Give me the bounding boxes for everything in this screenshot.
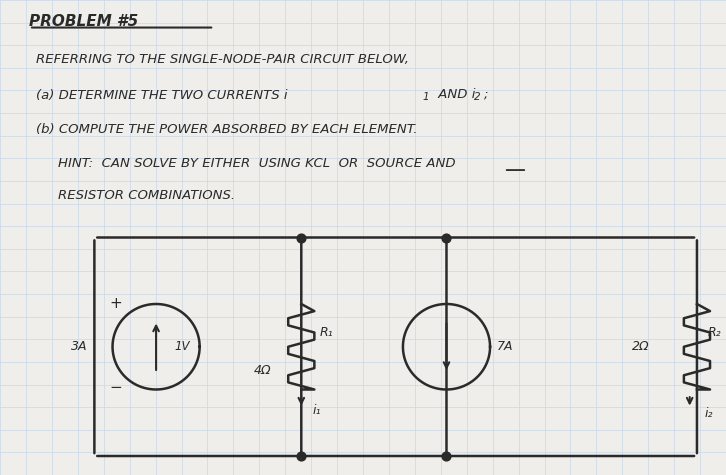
Text: ;: ; bbox=[484, 88, 488, 102]
Point bbox=[295, 234, 307, 241]
Text: 2Ω: 2Ω bbox=[632, 340, 649, 353]
Point bbox=[441, 234, 452, 241]
Text: HINT:  CAN SOLVE BY EITHER  USING KCL  OR  SOURCE AND: HINT: CAN SOLVE BY EITHER USING KCL OR S… bbox=[58, 157, 456, 171]
Text: REFERRING TO THE SINGLE-NODE-PAIR CIRCUIT BELOW,: REFERRING TO THE SINGLE-NODE-PAIR CIRCUI… bbox=[36, 53, 409, 66]
Text: i₁: i₁ bbox=[312, 404, 321, 418]
Text: 4Ω: 4Ω bbox=[254, 364, 272, 377]
Text: 2: 2 bbox=[474, 92, 481, 103]
Text: 1: 1 bbox=[423, 92, 429, 103]
Text: R₂: R₂ bbox=[708, 326, 722, 339]
Text: 7A: 7A bbox=[497, 340, 514, 353]
Text: 1V: 1V bbox=[174, 340, 189, 353]
Text: −: − bbox=[110, 380, 123, 395]
Point bbox=[441, 452, 452, 460]
Text: AND i: AND i bbox=[434, 88, 476, 102]
Text: (b) COMPUTE THE POWER ABSORBED BY EACH ELEMENT.: (b) COMPUTE THE POWER ABSORBED BY EACH E… bbox=[36, 123, 417, 136]
Point bbox=[295, 452, 307, 460]
Text: R₁: R₁ bbox=[319, 326, 333, 339]
Text: RESISTOR COMBINATIONS.: RESISTOR COMBINATIONS. bbox=[58, 189, 235, 202]
Text: 3A: 3A bbox=[70, 340, 87, 353]
Text: i₂: i₂ bbox=[704, 407, 713, 420]
Text: (a) DETERMINE THE TWO CURRENTS i: (a) DETERMINE THE TWO CURRENTS i bbox=[36, 88, 287, 102]
Text: +: + bbox=[110, 296, 123, 312]
Text: PROBLEM #5: PROBLEM #5 bbox=[29, 14, 138, 29]
